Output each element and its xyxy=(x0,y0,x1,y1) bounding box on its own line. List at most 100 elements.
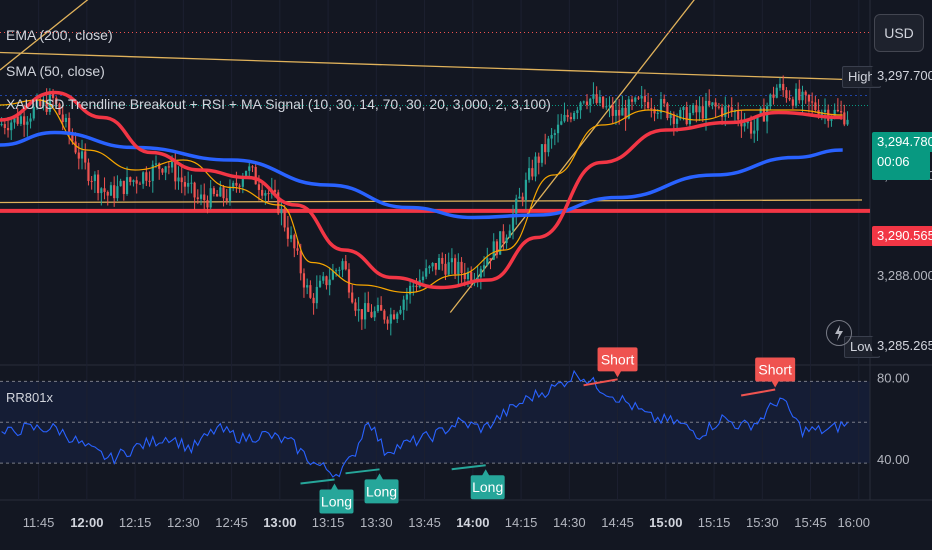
signal-label: Long xyxy=(472,479,503,495)
candle-body xyxy=(441,258,444,264)
candle-body xyxy=(74,141,77,153)
candle-body xyxy=(836,109,839,112)
time-axis-tick: 15:45 xyxy=(794,515,827,530)
candle-body xyxy=(415,285,418,288)
candle-body xyxy=(412,285,415,287)
countdown-tag: 00:06 xyxy=(872,152,930,180)
short-signal-badge xyxy=(597,347,638,372)
signal-line xyxy=(583,378,618,387)
candle-body xyxy=(614,109,618,116)
sma-legend-label[interactable]: SMA (50, close) xyxy=(6,63,105,79)
candle-body xyxy=(145,172,148,181)
candle-body xyxy=(280,209,283,214)
candle-body xyxy=(174,161,177,182)
candle-body xyxy=(846,119,849,125)
candle-body xyxy=(286,227,289,239)
candle-body xyxy=(154,163,158,165)
candle-body xyxy=(531,168,534,177)
candle-body xyxy=(318,280,322,287)
candle-body xyxy=(93,174,96,182)
candle-body xyxy=(756,115,759,131)
candle-body xyxy=(338,269,341,271)
time-axis-tick: 13:15 xyxy=(312,515,345,530)
candle-body xyxy=(714,102,717,107)
candle-body xyxy=(692,105,695,113)
candle-body xyxy=(470,271,473,284)
candle-body xyxy=(479,268,482,278)
time-axis-tick: 16:00 xyxy=(837,515,870,530)
candle-body xyxy=(656,112,659,114)
candle-body xyxy=(48,94,51,112)
ema-legend-label[interactable]: EMA (200, close) xyxy=(6,27,113,43)
candle-body xyxy=(637,97,640,99)
candle-body xyxy=(701,106,704,119)
lightning-alert-icon[interactable] xyxy=(826,320,852,346)
candle-body xyxy=(746,121,749,124)
price-pane-background xyxy=(0,0,870,365)
candle-body xyxy=(717,106,720,108)
candle-body xyxy=(354,302,357,311)
candle-body xyxy=(180,177,183,183)
candle-body xyxy=(547,138,550,153)
candle-body xyxy=(647,102,650,109)
candle-body xyxy=(823,109,827,112)
candle-body xyxy=(666,103,669,119)
currency-button[interactable]: USD xyxy=(874,14,924,52)
candle-body xyxy=(122,180,125,194)
candle-body xyxy=(695,105,698,113)
candle-body xyxy=(341,261,344,270)
oscillator-line xyxy=(1,369,848,478)
candle-body xyxy=(193,182,196,198)
time-axis-tick: 12:30 xyxy=(167,515,200,530)
oscillator-legend-label[interactable]: RR801x xyxy=(6,390,53,405)
candle-body xyxy=(244,170,248,178)
candle-body xyxy=(376,305,380,312)
candle-body xyxy=(476,277,479,280)
candle-body xyxy=(23,116,26,125)
candle-body xyxy=(331,270,334,280)
candle-body xyxy=(704,100,708,119)
trendline xyxy=(0,0,89,71)
candle-body xyxy=(283,209,286,228)
candle-body xyxy=(550,134,553,139)
candle-body xyxy=(563,114,566,122)
candle-body xyxy=(566,114,569,118)
candle-body xyxy=(791,99,794,106)
candle-body xyxy=(103,188,106,192)
candle-body xyxy=(675,118,679,124)
candle-body xyxy=(392,314,396,319)
candle-body xyxy=(87,162,90,181)
candle-body xyxy=(611,105,614,116)
candle-body xyxy=(55,97,58,104)
candle-body xyxy=(737,111,740,120)
candle-body xyxy=(524,179,527,200)
candle-body xyxy=(80,151,84,159)
candle-body xyxy=(653,109,656,114)
candle-body xyxy=(640,96,643,99)
candle-body xyxy=(216,193,219,197)
candle-body xyxy=(42,99,45,107)
candle-body xyxy=(109,185,113,196)
candle-body xyxy=(309,285,312,298)
candle-body xyxy=(142,172,145,184)
sma-50-line xyxy=(0,90,843,290)
candle-body xyxy=(556,124,560,134)
candle-body xyxy=(743,123,746,127)
candle-body xyxy=(241,177,244,187)
candle-body xyxy=(29,118,32,122)
osc-axis-tick: 80.00 xyxy=(877,370,910,385)
candle-body xyxy=(399,309,402,314)
signal-line xyxy=(451,464,486,471)
candle-body xyxy=(421,276,425,281)
candle-body xyxy=(579,102,582,111)
high-label-tag: High xyxy=(842,66,881,88)
candle-body xyxy=(302,273,306,288)
candle-body xyxy=(164,166,167,173)
strategy-legend-label[interactable]: XAUUSD Trendline Breakout + RSI + MA Sig… xyxy=(6,96,551,112)
candle-body xyxy=(238,185,241,187)
candle-body xyxy=(749,121,753,134)
candle-body xyxy=(724,106,727,117)
candle-body xyxy=(769,94,772,107)
